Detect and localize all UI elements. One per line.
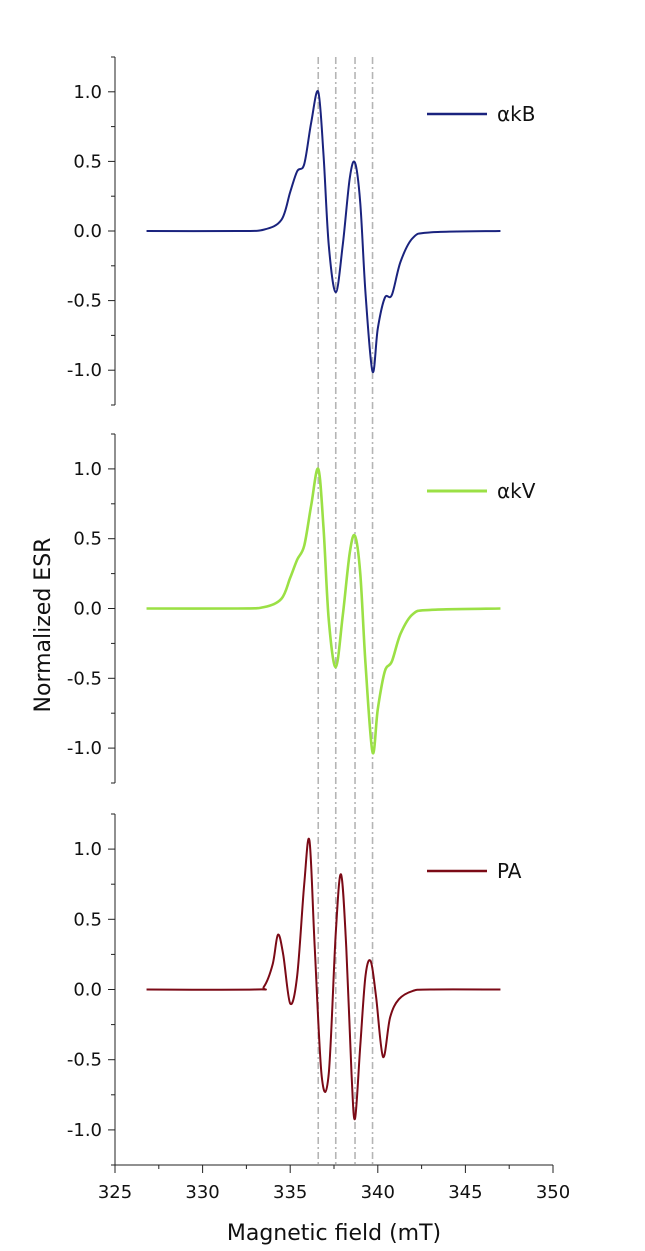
y-tick-label: 0.0 [73,980,102,1001]
y-tick-label: -0.5 [67,1050,102,1071]
x-tick-label: 350 [536,1182,570,1203]
y-tick-label: -1.0 [67,738,102,759]
x-tick-label: 345 [448,1182,482,1203]
y-tick-label: 0.5 [73,529,102,550]
x-axis: 325 330 335 340 345 350 [98,1164,570,1203]
x-tick-label: 335 [273,1182,307,1203]
x-tick-label: 330 [185,1182,219,1203]
legend-label: αkB [497,102,536,126]
legend-label: PA [497,859,522,883]
x-tick-label: 340 [361,1182,395,1203]
y-tick-label: -1.0 [67,360,102,381]
series-line [146,90,501,373]
reference-lines [317,57,374,1165]
chart-panel: 1.0 0.5 0.0 -0.5 -1.0 αkV [67,433,536,784]
y-tick-label: 1.0 [73,839,102,860]
legend-label: αkV [497,479,536,503]
y-tick-label: 0.5 [73,909,102,930]
series-line [146,837,501,1121]
y-tick-label: -0.5 [67,291,102,312]
chart-panel: 1.0 0.5 0.0 -0.5 -1.0 αkB [67,56,536,406]
x-tick-label: 325 [98,1182,132,1203]
y-tick-label: -1.0 [67,1120,102,1141]
chart-panels: 1.0 0.5 0.0 -0.5 -1.0 αkB 1.0 0.5 0.0 -0.5 -1.0 αkV… [67,56,536,1166]
y-tick-label: -0.5 [67,668,102,689]
series-line [146,467,501,755]
y-tick-label: 1.0 [73,459,102,480]
y-tick-label: 0.5 [73,151,102,172]
chart-panel: 1.0 0.5 0.0 -0.5 -1.0 PA [67,813,522,1166]
y-tick-label: 0.0 [73,599,102,620]
y-tick-label: 1.0 [73,82,102,103]
x-axis-title: Magnetic field (mT) [227,1221,441,1246]
y-tick-label: 0.0 [73,221,102,242]
y-axis-title: Normalized ESR [31,538,56,713]
